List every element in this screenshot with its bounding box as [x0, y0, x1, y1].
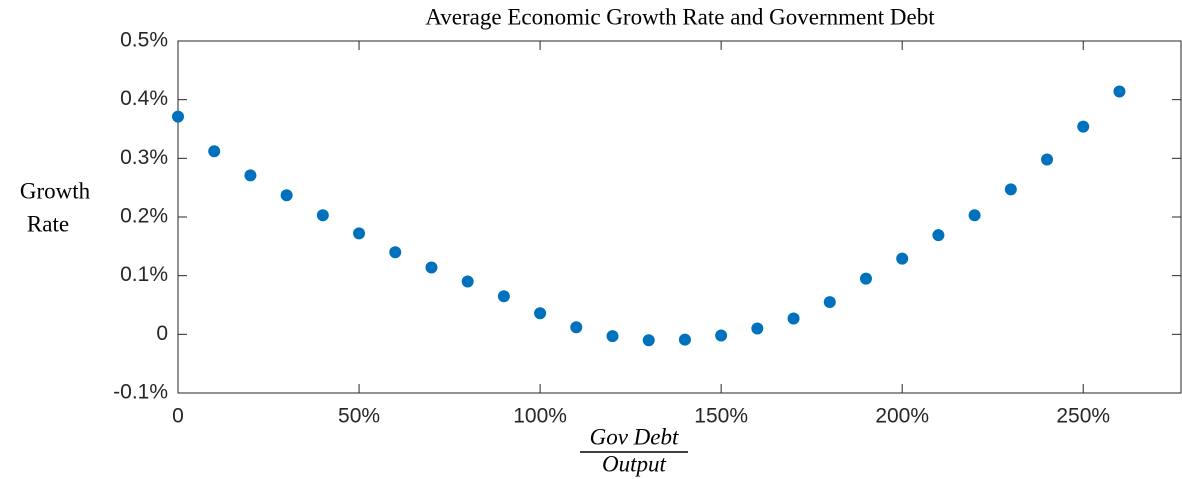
point: [678, 333, 691, 346]
point: [497, 290, 510, 303]
x-tick-label: 200%: [875, 405, 929, 428]
point: [896, 252, 909, 265]
x-tick-label: 250%: [1056, 405, 1110, 428]
y-tick-label: 0.1%: [120, 263, 168, 286]
y-tick-label: -0.1%: [113, 381, 168, 404]
point: [208, 145, 221, 158]
point: [1113, 85, 1126, 98]
x-tick-label: 50%: [338, 405, 380, 428]
x-axis-label: Output: [602, 451, 667, 476]
point: [316, 209, 329, 222]
point: [859, 272, 872, 285]
x-tick-label: 0: [172, 405, 184, 428]
point: [715, 329, 728, 342]
x-tick-label: 100%: [513, 405, 567, 428]
point: [534, 307, 547, 320]
chart-title: Average Economic Growth Rate and Governm…: [425, 4, 935, 29]
y-tick-label: 0: [156, 322, 168, 345]
point: [751, 322, 764, 335]
point: [787, 312, 800, 325]
x-axis-label: Gov Debt: [590, 424, 679, 449]
point: [389, 246, 402, 259]
point: [823, 296, 836, 309]
point: [244, 169, 257, 182]
point: [425, 261, 438, 274]
point: [1004, 183, 1017, 196]
y-tick-label: 0.3%: [120, 146, 168, 169]
point: [172, 110, 184, 123]
point: [932, 229, 945, 242]
point: [606, 330, 619, 343]
y-axis-label: Rate: [27, 211, 69, 236]
y-axis-label: Growth: [20, 178, 91, 203]
y-tick-label: 0.5%: [120, 29, 168, 52]
point: [280, 189, 293, 202]
x-tick-label: 150%: [694, 405, 748, 428]
point: [1041, 153, 1054, 166]
y-tick-label: 0.2%: [120, 205, 168, 228]
point: [1077, 120, 1090, 133]
y-tick-label: 0.4%: [120, 87, 168, 110]
point: [642, 334, 655, 347]
point: [353, 227, 366, 240]
point: [968, 209, 981, 222]
point: [461, 275, 474, 288]
point: [570, 321, 583, 334]
